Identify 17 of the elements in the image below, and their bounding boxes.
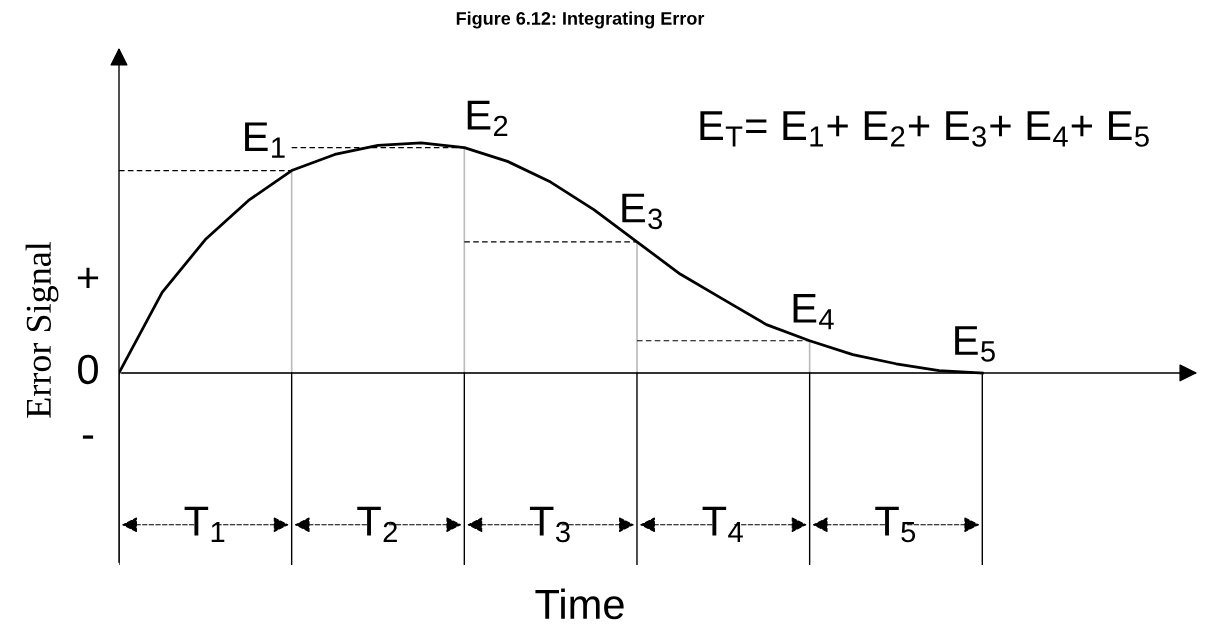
annotation: E$_{3}$: [622, 193, 663, 230]
text: T$_{3}$: [529, 506, 570, 543]
text: T$_{2}$: [357, 506, 397, 543]
text: Time: [535, 588, 624, 620]
annotation: E$_{1}$: [245, 122, 285, 158]
text: E$_{2}$: [467, 100, 508, 137]
text: T$_{1}$: [184, 506, 225, 543]
y-axis-title: Error Signal: [25, 241, 59, 418]
text: 0: [78, 354, 98, 385]
text: -: [82, 435, 94, 439]
annotation: E$_{5}$: [955, 326, 995, 362]
annotation: E$_{4}$: [793, 293, 834, 330]
text: E$_{T}$= E$_{1}$+ E$_{2}$+ E$_{3}$+ E$_{4}$+ E$_{5}$: [700, 111, 1149, 147]
chart-title: Figure 6.12: Integrating Error: [456, 11, 705, 29]
text: +: [77, 267, 99, 289]
text: T$_{5}$: [875, 506, 916, 543]
text: T$_{4}$: [702, 506, 743, 543]
